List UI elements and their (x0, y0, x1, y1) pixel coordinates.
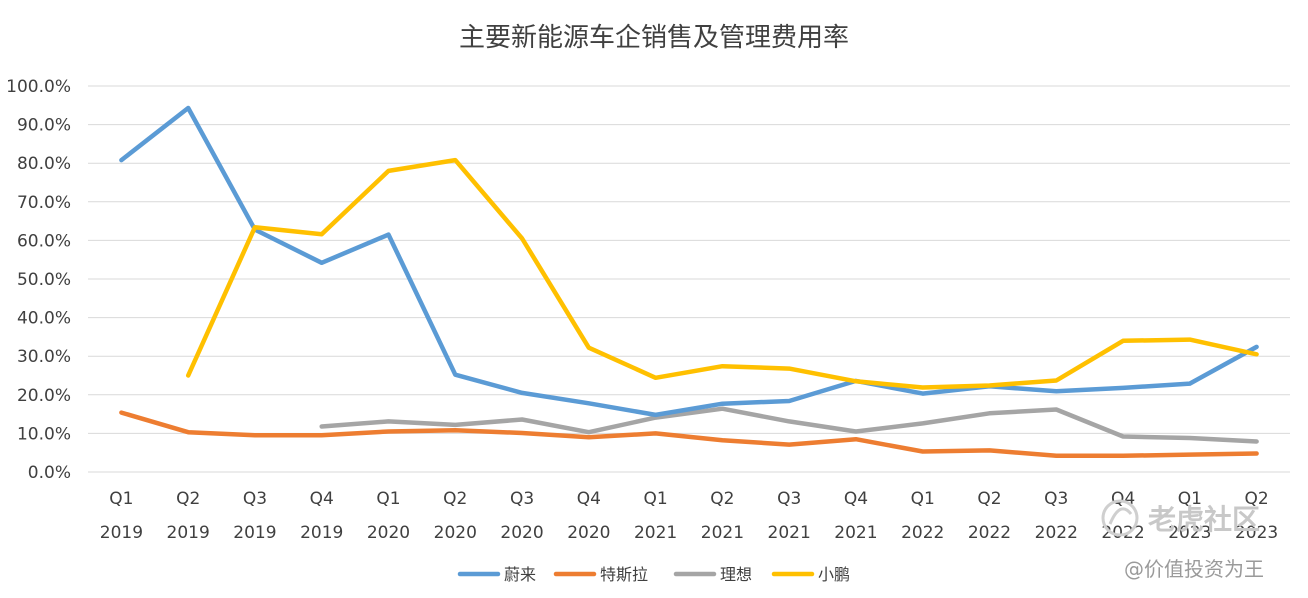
watermark-brand: 老虎社区 (1148, 503, 1260, 536)
x-tick-quarter: Q2 (710, 489, 734, 509)
x-tick-quarter: Q3 (243, 489, 267, 509)
x-tick-year: 2021 (701, 523, 744, 543)
y-tick-label: 70.0% (17, 193, 71, 213)
legend-label: 小鹏 (818, 565, 850, 584)
x-tick-year: 2020 (500, 523, 543, 543)
x-tick-year: 2019 (167, 523, 210, 543)
y-tick-label: 0.0% (28, 463, 71, 483)
x-tick-quarter: Q3 (510, 489, 534, 509)
x-tick-year: 2020 (567, 523, 610, 543)
x-tick-quarter: Q1 (1178, 489, 1202, 509)
y-tick-label: 10.0% (17, 424, 71, 444)
x-tick-quarter: Q2 (977, 489, 1001, 509)
x-tick-year: 2023 (1235, 523, 1278, 543)
x-tick-quarter: Q3 (1044, 489, 1068, 509)
y-axis-ticks: 0.0% 10.0% 20.0% 30.0% 40.0% 50.0% 60.0% 70.0% 8… (6, 77, 71, 483)
series-lines (119, 105, 1259, 459)
series-line-0 (119, 105, 1259, 418)
x-tick-year: 2020 (434, 523, 477, 543)
x-tick-quarter: Q1 (644, 489, 668, 509)
x-tick-quarter: Q4 (310, 489, 334, 509)
legend-label: 蔚来 (504, 565, 536, 584)
x-tick-quarter: Q2 (1245, 489, 1269, 509)
x-tick-quarter: Q2 (176, 489, 200, 509)
series-line-3 (185, 157, 1259, 390)
y-tick-label: 50.0% (17, 270, 71, 290)
y-tick-label: 40.0% (17, 309, 71, 329)
y-tick-label: 80.0% (17, 154, 71, 174)
x-tick-year: 2019 (300, 523, 343, 543)
x-tick-year: 2019 (100, 523, 143, 543)
y-tick-label: 100.0% (6, 77, 71, 97)
chart-title: 主要新能源车企销售及管理费用率 (459, 23, 849, 53)
snowball-logo-icon (1101, 499, 1139, 537)
x-tick-year: 2022 (1035, 523, 1078, 543)
x-tick-quarter: Q1 (376, 489, 400, 509)
legend-label: 理想 (720, 565, 752, 584)
y-tick-label: 60.0% (17, 231, 71, 251)
x-tick-quarter: Q3 (777, 489, 801, 509)
legend: 蔚来 特斯拉 理想 小鹏 (457, 565, 850, 584)
y-tick-label: 30.0% (17, 347, 71, 367)
x-tick-quarter: Q4 (844, 489, 868, 509)
legend-label: 特斯拉 (600, 565, 648, 584)
x-tick-year: 2023 (1168, 523, 1211, 543)
x-tick-year: 2020 (367, 523, 410, 543)
x-axis-ticks: Q1 2019 Q2 2019 Q3 2019 Q4 2019 Q1 2020 Q2 2020 Q3 20… (100, 489, 1278, 543)
x-tick-year: 2022 (968, 523, 1011, 543)
x-tick-year: 2019 (233, 523, 276, 543)
watermark: 老虎社区 @价值投资为王 (1101, 499, 1264, 581)
series-line-1 (119, 410, 1259, 459)
x-tick-quarter: Q1 (109, 489, 133, 509)
x-tick-year: 2021 (834, 523, 877, 543)
x-tick-quarter: Q4 (577, 489, 601, 509)
x-tick-year: 2021 (768, 523, 811, 543)
x-tick-year: 2022 (1101, 523, 1144, 543)
x-tick-quarter: Q2 (443, 489, 467, 509)
x-tick-year: 2021 (634, 523, 677, 543)
y-tick-label: 90.0% (17, 116, 71, 136)
watermark-author: @价值投资为王 (1124, 557, 1264, 581)
x-tick-year: 2022 (901, 523, 944, 543)
x-tick-quarter: Q1 (911, 489, 935, 509)
y-tick-label: 20.0% (17, 386, 71, 406)
series-line-2 (319, 406, 1259, 444)
